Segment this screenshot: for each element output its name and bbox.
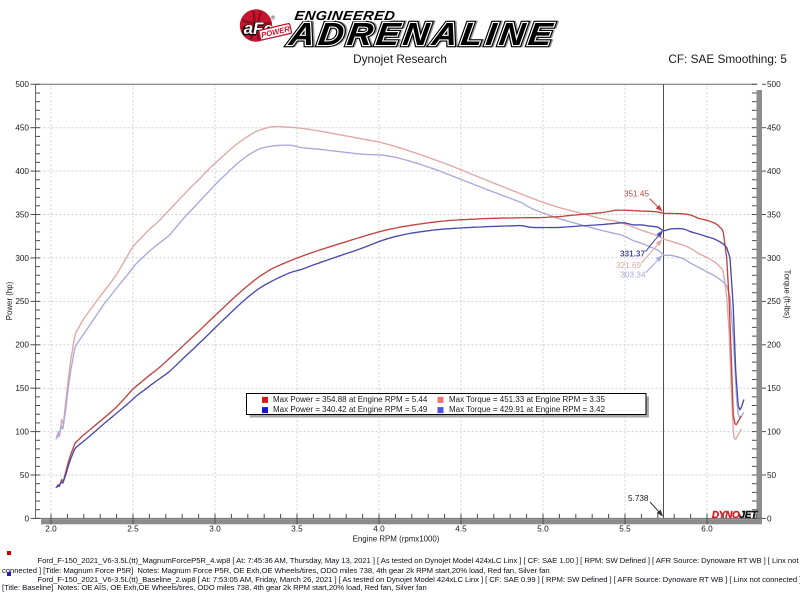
svg-text:331.37: 331.37 <box>620 250 645 259</box>
svg-text:350: 350 <box>767 210 781 219</box>
svg-text:5.5: 5.5 <box>619 525 631 534</box>
svg-text:5.0: 5.0 <box>537 525 549 534</box>
svg-text:4.0: 4.0 <box>373 525 385 534</box>
svg-text:ADRENALINE: ADRENALINE <box>286 17 558 53</box>
svg-text:®: ® <box>271 15 275 22</box>
svg-text:150: 150 <box>15 384 29 393</box>
svg-text:3.0: 3.0 <box>209 525 221 534</box>
svg-text:Max Power = 354.88 at Engine R: Max Power = 354.88 at Engine RPM = 5.44 <box>273 395 428 404</box>
svg-text:0: 0 <box>767 514 772 523</box>
svg-text:500: 500 <box>767 80 781 89</box>
svg-text:200: 200 <box>15 341 29 350</box>
svg-text:400: 400 <box>15 167 29 176</box>
svg-text:3.5: 3.5 <box>291 525 303 534</box>
svg-text:250: 250 <box>15 297 29 306</box>
svg-text:5.738: 5.738 <box>628 494 649 503</box>
svg-text:DYNOJET: DYNOJET <box>712 510 758 521</box>
svg-text:450: 450 <box>767 124 781 133</box>
svg-text:500: 500 <box>15 80 29 89</box>
svg-text:Torque (ft-lbs): Torque (ft-lbs) <box>783 270 792 319</box>
svg-text:150: 150 <box>767 384 781 393</box>
svg-text:Max Power = 340.42 at Engine R: Max Power = 340.42 at Engine RPM = 5.49 <box>273 405 428 414</box>
svg-text:ADRENALINE: ADRENALINE <box>288 17 560 53</box>
svg-text:2.5: 2.5 <box>127 525 139 534</box>
svg-text:ADRENALINE: ADRENALINE <box>286 17 558 53</box>
svg-text:Engine RPM (rpmx1000): Engine RPM (rpmx1000) <box>353 534 440 543</box>
svg-text:4.5: 4.5 <box>455 525 467 534</box>
svg-text:400: 400 <box>767 167 781 176</box>
svg-text:2.0: 2.0 <box>45 525 57 534</box>
svg-text:300: 300 <box>767 254 781 263</box>
svg-text:ENGINEERED: ENGINEERED <box>294 8 397 23</box>
svg-text:Power (hp): Power (hp) <box>5 281 14 320</box>
svg-text:250: 250 <box>767 297 781 306</box>
svg-text:350: 350 <box>15 210 29 219</box>
svg-text:ADRENALINE: ADRENALINE <box>286 17 558 53</box>
svg-text:50: 50 <box>20 471 30 480</box>
svg-text:321.69: 321.69 <box>616 261 641 270</box>
svg-text:200: 200 <box>767 341 781 350</box>
svg-text:450: 450 <box>15 124 29 133</box>
svg-text:300: 300 <box>15 254 29 263</box>
svg-text:6.0: 6.0 <box>701 525 713 534</box>
svg-text:Max Torque = 451.33 at Engine: Max Torque = 451.33 at Engine RPM = 3.35 <box>449 395 606 404</box>
svg-text:100: 100 <box>767 428 781 437</box>
svg-text:351.45: 351.45 <box>624 190 649 199</box>
svg-text:Max Torque = 429.91 at Engine: Max Torque = 429.91 at Engine RPM = 3.42 <box>449 405 606 414</box>
svg-text:50: 50 <box>767 471 777 480</box>
svg-text:ENGINEERED: ENGINEERED <box>294 8 397 23</box>
svg-text:100: 100 <box>15 428 29 437</box>
svg-text:0: 0 <box>24 514 29 523</box>
svg-text:303.34: 303.34 <box>620 271 645 280</box>
